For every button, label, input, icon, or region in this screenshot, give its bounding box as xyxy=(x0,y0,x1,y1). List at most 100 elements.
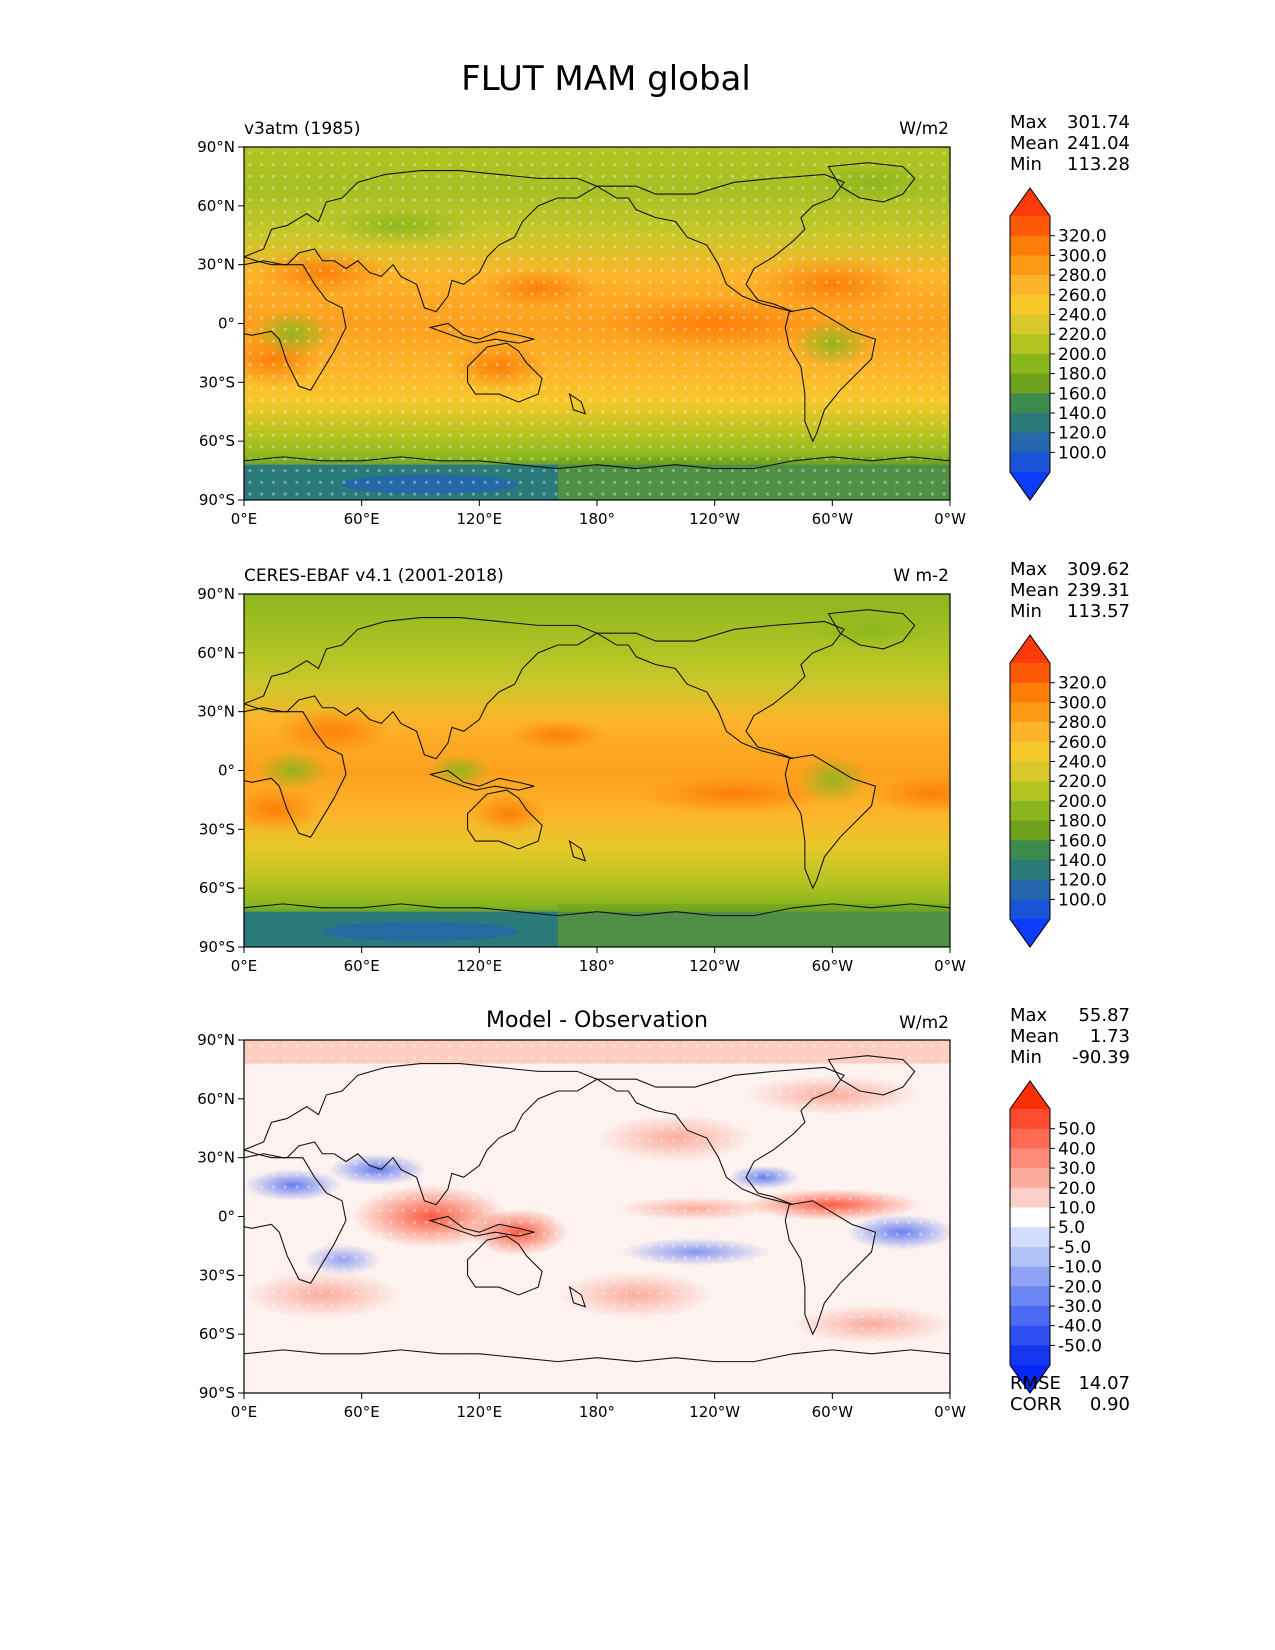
colorbar-label: 160.0 xyxy=(1058,831,1107,851)
map-diff xyxy=(244,1040,950,1393)
colorbar-label: 280.0 xyxy=(1058,266,1107,286)
svg-text:RMSE: RMSE xyxy=(1010,1373,1061,1394)
colorbar-bin xyxy=(1010,781,1050,802)
lat-tick-label: 0° xyxy=(218,762,235,780)
lon-tick-label: 0°E xyxy=(231,510,258,528)
colorbar-bin xyxy=(1010,275,1050,296)
stat-obs-min: 113.57 xyxy=(1067,601,1130,622)
lat-tick-label: 90°S xyxy=(199,938,235,956)
colorbar-bin xyxy=(1010,1345,1050,1366)
map-model xyxy=(244,147,950,500)
colorbar-label: 30.0 xyxy=(1058,1159,1096,1179)
colorbar-extend-max xyxy=(1010,188,1050,216)
lat-tick-label: 60°N xyxy=(197,197,235,215)
colorbar-bin xyxy=(1010,216,1050,237)
colorbar-bin xyxy=(1010,879,1050,900)
colorbar-bin xyxy=(1010,800,1050,822)
lon-tick-label: 60°W xyxy=(812,1403,854,1421)
stat-model-mean: 241.04 xyxy=(1067,133,1130,154)
lon-tick-label: 0°E xyxy=(231,957,258,975)
stats-obs: Max Mean Min 309.62 239.31 113.57 xyxy=(1010,559,1130,622)
colorbar-label: 260.0 xyxy=(1058,733,1107,753)
panel-diff: Model - Observation W/m2 90°N 60°N 30°N 0° 3… xyxy=(197,1005,1130,1421)
colorbar-bin xyxy=(1010,1128,1050,1149)
lon-tick-label: 120°E xyxy=(457,957,503,975)
svg-text:Min: Min xyxy=(1010,154,1042,175)
colorbar-bin xyxy=(1010,1148,1050,1169)
colorbar-bin xyxy=(1010,860,1050,881)
lat-tick-label: 0° xyxy=(218,315,235,333)
stat-obs-mean: 239.31 xyxy=(1067,580,1130,601)
stat-diff-min: -90.39 xyxy=(1072,1047,1130,1068)
colorbar-bin xyxy=(1010,1227,1050,1248)
colorbar-label: 120.0 xyxy=(1058,871,1107,891)
colorbar-label: 180.0 xyxy=(1058,812,1107,832)
colorbar-extend-max xyxy=(1010,635,1050,663)
colorbar-bin xyxy=(1010,1207,1050,1228)
colorbar-bin xyxy=(1010,1246,1050,1268)
colorbar-bin xyxy=(1010,353,1050,375)
lat-tick-label: 60°N xyxy=(197,644,235,662)
colorbar-bin xyxy=(1010,294,1050,315)
lat-tick-label: 90°S xyxy=(199,1384,235,1402)
svg-text:Mean: Mean xyxy=(1010,580,1059,601)
panel-obs-left-title: CERES-EBAF v4.1 (2001-2018) xyxy=(244,566,504,586)
stat-model-max: 301.74 xyxy=(1067,112,1130,133)
colorbar-label: 100.0 xyxy=(1058,890,1107,910)
colorbar-bin xyxy=(1010,1168,1050,1189)
lat-tick-label: 90°S xyxy=(199,491,235,509)
svg-text:Max: Max xyxy=(1010,112,1048,133)
colorbar-model: 320.0300.0280.0260.0240.0220.0200.0180.0… xyxy=(1009,187,1107,501)
colorbar-bin xyxy=(1010,413,1050,434)
lon-tick-label: 120°W xyxy=(689,957,740,975)
colorbar-label: 300.0 xyxy=(1058,246,1107,266)
lon-tick-label: 60°W xyxy=(812,510,854,528)
colorbar-label: 320.0 xyxy=(1058,227,1107,247)
colorbar-bin xyxy=(1010,255,1050,276)
colorbar-bin xyxy=(1010,899,1050,920)
lon-tick-label: 0°W xyxy=(934,510,966,528)
colorbar-label: 120.0 xyxy=(1058,424,1107,444)
colorbar-outline xyxy=(1009,187,1051,501)
colorbar-bin xyxy=(1010,1286,1050,1307)
stat-model-min: 113.28 xyxy=(1067,154,1130,175)
lon-tick-label: 180° xyxy=(579,510,615,528)
colorbar-bin xyxy=(1010,840,1050,861)
colorbar-bin xyxy=(1010,682,1050,703)
stats-model: Max Mean Min 301.74 241.04 113.28 xyxy=(1010,112,1130,175)
colorbar-label: 260.0 xyxy=(1058,286,1107,306)
colorbar-outline xyxy=(1009,1080,1051,1394)
lat-tick-label: 90°N xyxy=(197,138,235,156)
colorbar-label: 240.0 xyxy=(1058,306,1107,326)
stat-diff-mean: 1.73 xyxy=(1090,1026,1130,1047)
colorbar-bin xyxy=(1010,1266,1050,1287)
metric-corr: 0.90 xyxy=(1090,1394,1130,1415)
lon-tick-label: 120°W xyxy=(689,510,740,528)
colorbar-label: 240.0 xyxy=(1058,753,1107,773)
lat-tick-label: 30°N xyxy=(197,256,235,274)
stat-diff-max: 55.87 xyxy=(1078,1005,1130,1026)
svg-text:Max: Max xyxy=(1010,559,1048,580)
panel-model-left-title: v3atm (1985) xyxy=(244,119,360,139)
lon-tick-label: 180° xyxy=(579,1403,615,1421)
diff-metrics: RMSE CORR 14.07 0.90 xyxy=(1010,1373,1130,1415)
colorbar-label: 200.0 xyxy=(1058,345,1107,365)
lat-tick-label: 30°S xyxy=(199,820,235,838)
lon-tick-label: 60°E xyxy=(344,957,380,975)
colorbar-label: 300.0 xyxy=(1058,693,1107,713)
lat-tick-label: 60°N xyxy=(197,1090,235,1108)
lon-tick-label: 0°W xyxy=(934,1403,966,1421)
colorbar-label: 50.0 xyxy=(1058,1120,1096,1140)
lat-tick-label: 0° xyxy=(218,1208,235,1226)
svg-text:CORR: CORR xyxy=(1010,1394,1062,1415)
colorbar-label: 20.0 xyxy=(1058,1179,1096,1199)
lat-tick-label: 90°N xyxy=(197,1031,235,1049)
colorbar-label: 180.0 xyxy=(1058,365,1107,385)
svg-text:Mean: Mean xyxy=(1010,133,1059,154)
colorbar-label: -40.0 xyxy=(1058,1317,1102,1337)
lon-tick-label: 120°E xyxy=(457,1403,503,1421)
stat-obs-max: 309.62 xyxy=(1067,559,1130,580)
colorbar-bin xyxy=(1010,314,1050,335)
lon-tick-label: 180° xyxy=(579,957,615,975)
panel-diff-units: W/m2 xyxy=(899,1013,949,1033)
